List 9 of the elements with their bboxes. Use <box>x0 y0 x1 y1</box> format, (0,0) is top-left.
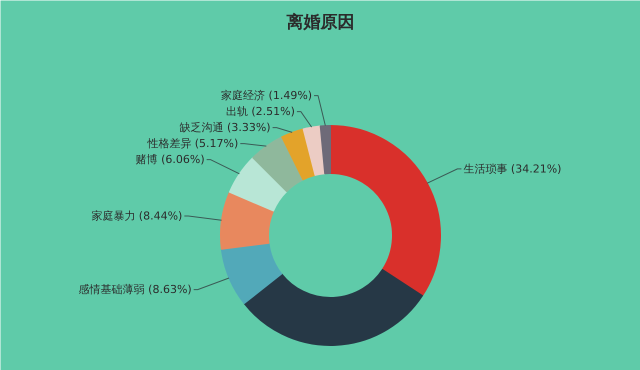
slice-label: 性格差异 (5.17%) <box>146 137 238 150</box>
slice-label: 感情基础薄弱 (8.63%) <box>78 283 192 296</box>
slice-label: 缺乏沟通 (3.33%) <box>180 121 271 134</box>
slice-label: 赌博 (6.06%) <box>136 153 205 166</box>
slice-label: 出轨 (2.51%) <box>226 105 295 118</box>
slice-label: 生活琐事 (34.21%) <box>463 162 562 176</box>
chart-title: 离婚原因 <box>286 12 354 32</box>
slice-label: 家庭暴力 (8.44%) <box>91 210 182 223</box>
slice-label: 家庭经济 (1.49%) <box>221 89 312 102</box>
